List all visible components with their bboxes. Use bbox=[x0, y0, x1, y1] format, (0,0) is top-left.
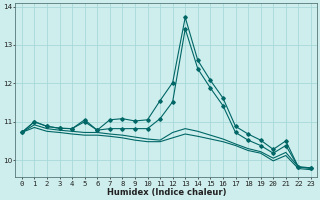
X-axis label: Humidex (Indice chaleur): Humidex (Indice chaleur) bbox=[107, 188, 226, 197]
